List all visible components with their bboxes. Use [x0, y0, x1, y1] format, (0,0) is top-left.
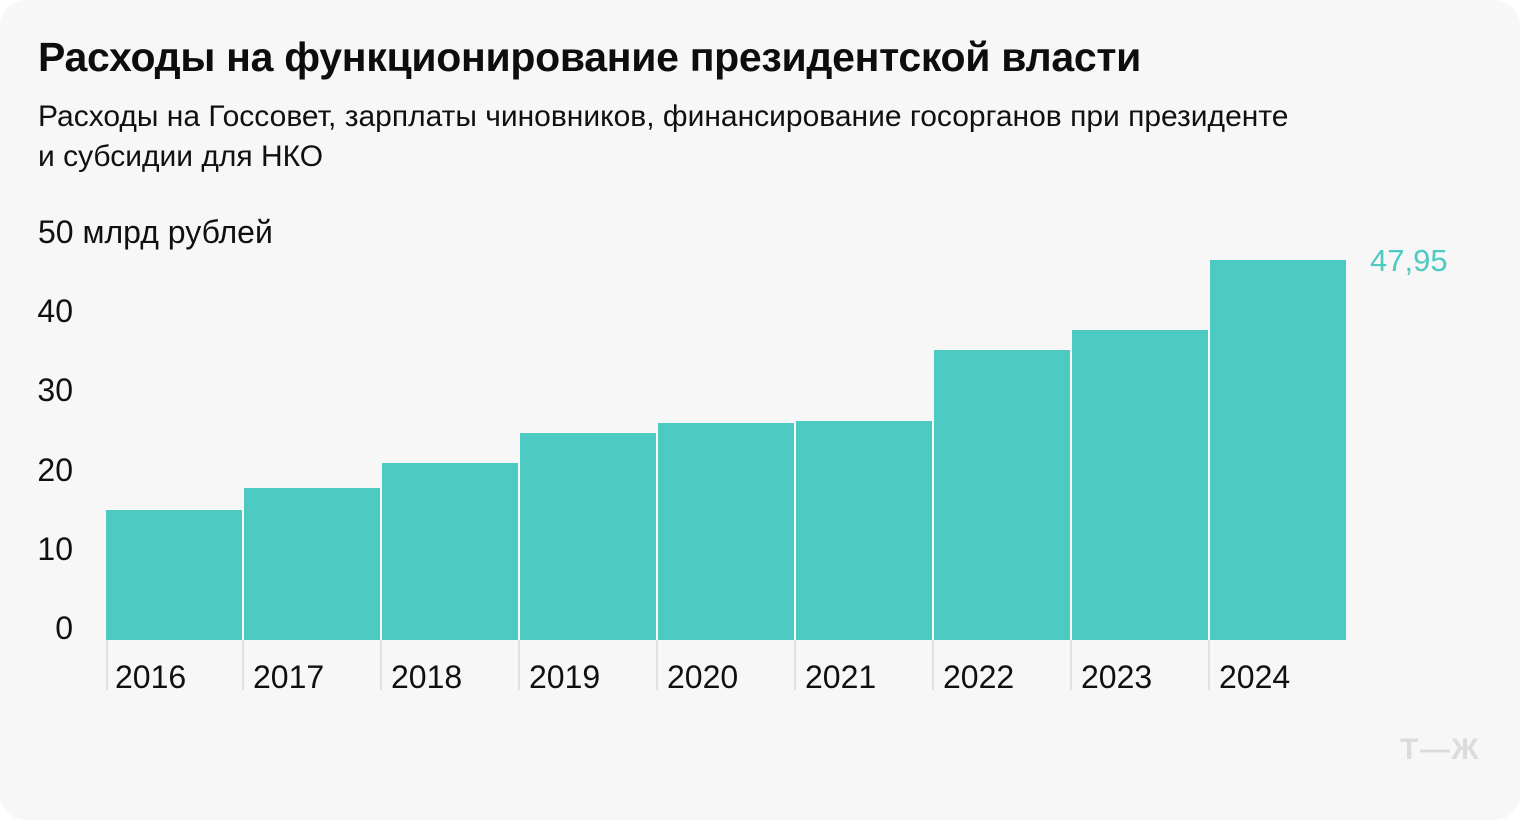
x-axis-tick-2020	[656, 640, 658, 690]
x-label-2022: 2022	[943, 659, 1015, 695]
x-label-2024: 2024	[1219, 659, 1291, 695]
x-axis-tick-2017	[242, 640, 244, 690]
y-tick-label-20: 20	[37, 451, 73, 488]
y-tick-label-40: 40	[37, 293, 73, 329]
bar-2017	[244, 488, 380, 640]
x-axis-tick-2024	[1208, 640, 1210, 690]
x-axis-tick-2018	[380, 640, 382, 690]
x-label-2016: 2016	[115, 659, 187, 695]
x-axis-tick-2019	[518, 640, 520, 690]
y-tick-label-10: 10	[37, 530, 73, 567]
tj-logo: Т—Ж	[1400, 733, 1480, 766]
bar-2018	[382, 463, 518, 640]
x-axis-tick-2021	[794, 640, 796, 690]
x-label-2018: 2018	[391, 659, 463, 695]
bar-2019	[520, 433, 656, 640]
x-label-2020: 2020	[667, 659, 739, 695]
x-axis-tick-2023	[1070, 640, 1072, 690]
x-label-2023: 2023	[1081, 659, 1153, 695]
x-label-2021: 2021	[805, 659, 877, 695]
y-tick-label-30: 30	[37, 372, 73, 409]
bar-2016	[106, 510, 242, 640]
bar-2022	[934, 350, 1070, 640]
x-axis-tick-2022	[932, 640, 934, 690]
bar-value-label: 47,95	[1370, 242, 1448, 278]
x-axis-tick-2016	[106, 640, 108, 690]
x-label-2019: 2019	[529, 659, 601, 695]
y-tick-label-0: 0	[55, 610, 73, 646]
bar-2023	[1072, 330, 1208, 640]
chart-subtitle-line1: Расходы на Госсовет, зарплаты чиновников…	[38, 100, 1289, 133]
x-label-2017: 2017	[253, 659, 325, 695]
y-tick-label-50: 50 млрд рублей	[38, 213, 273, 250]
chart-title: Расходы на функционирование президентско…	[38, 34, 1142, 80]
bar-2024	[1210, 260, 1346, 640]
bar-2020	[658, 423, 794, 640]
chart-subtitle: Расходы на Госсовет, зарплаты чиновников…	[38, 97, 1288, 177]
bar-2021	[796, 421, 932, 640]
chart-subtitle-line2: и субсидии для НКО	[38, 140, 324, 173]
